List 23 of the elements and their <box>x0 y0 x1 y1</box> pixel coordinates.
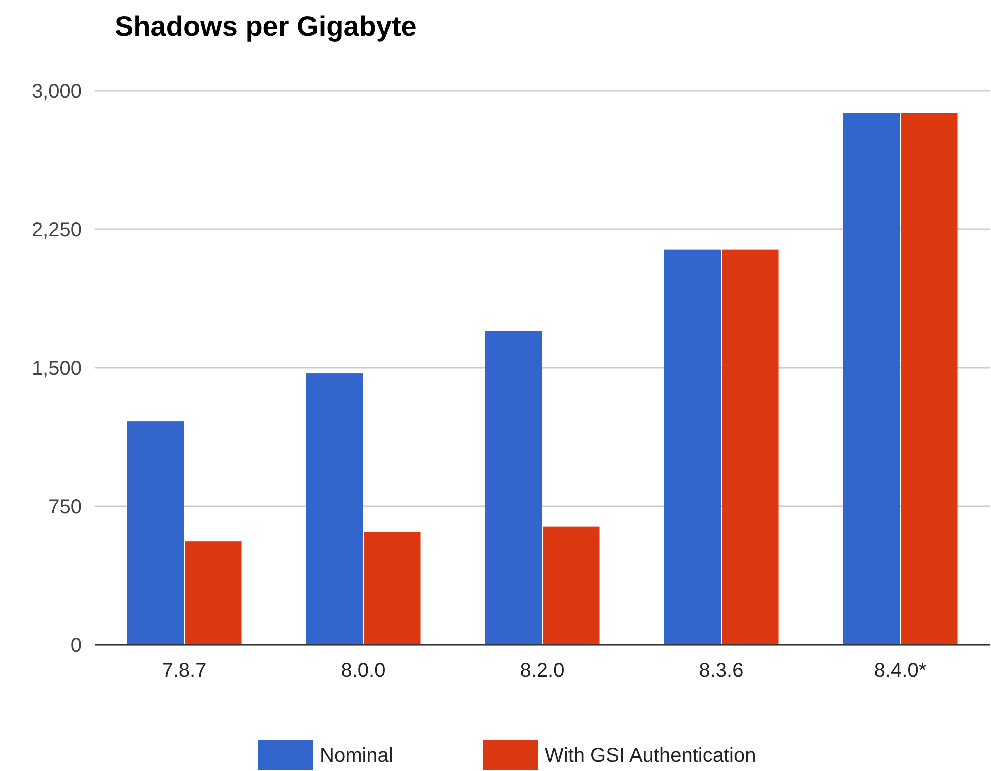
bar <box>186 542 242 645</box>
bar <box>722 250 779 645</box>
legend-label: Nominal <box>320 745 394 767</box>
bar <box>843 113 900 645</box>
bar <box>544 526 600 645</box>
legend-label: With GSI Authentication <box>545 745 756 767</box>
x-tick-label: 8.3.6 <box>699 660 744 682</box>
bar <box>485 331 542 645</box>
chart-title: Shadows per Gigabyte <box>115 11 417 42</box>
y-tick-label: 1,500 <box>32 358 82 380</box>
y-tick-label: 3,000 <box>32 81 82 103</box>
y-tick-label: 750 <box>48 496 82 518</box>
x-tick-label: 8.4.0* <box>874 660 927 682</box>
bar <box>306 374 364 645</box>
x-tick-label: 7.8.7 <box>162 660 207 682</box>
bar <box>127 422 184 645</box>
x-tick-label: 8.2.0 <box>520 660 565 682</box>
bar <box>364 532 421 645</box>
bar <box>902 113 958 645</box>
y-tick-label: 2,250 <box>32 220 82 242</box>
bar <box>664 250 722 645</box>
x-tick-label: 8.0.0 <box>341 660 386 682</box>
y-tick-label: 0 <box>70 635 82 657</box>
